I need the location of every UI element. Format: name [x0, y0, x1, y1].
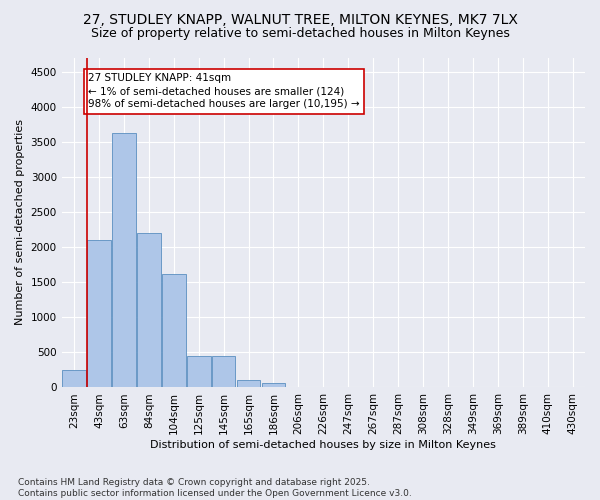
Text: 27, STUDLEY KNAPP, WALNUT TREE, MILTON KEYNES, MK7 7LX: 27, STUDLEY KNAPP, WALNUT TREE, MILTON K… — [83, 12, 517, 26]
Bar — [87, 240, 111, 388]
Bar — [212, 356, 235, 388]
Bar — [162, 274, 185, 388]
Text: 27 STUDLEY KNAPP: 41sqm
← 1% of semi-detached houses are smaller (124)
98% of se: 27 STUDLEY KNAPP: 41sqm ← 1% of semi-det… — [88, 73, 359, 110]
Bar — [187, 356, 211, 388]
Bar — [62, 370, 86, 388]
Text: Contains HM Land Registry data © Crown copyright and database right 2025.
Contai: Contains HM Land Registry data © Crown c… — [18, 478, 412, 498]
Bar — [137, 233, 161, 388]
Bar — [237, 380, 260, 388]
X-axis label: Distribution of semi-detached houses by size in Milton Keynes: Distribution of semi-detached houses by … — [151, 440, 496, 450]
Y-axis label: Number of semi-detached properties: Number of semi-detached properties — [15, 120, 25, 326]
Text: Size of property relative to semi-detached houses in Milton Keynes: Size of property relative to semi-detach… — [91, 28, 509, 40]
Bar — [262, 383, 286, 388]
Bar — [112, 134, 136, 388]
